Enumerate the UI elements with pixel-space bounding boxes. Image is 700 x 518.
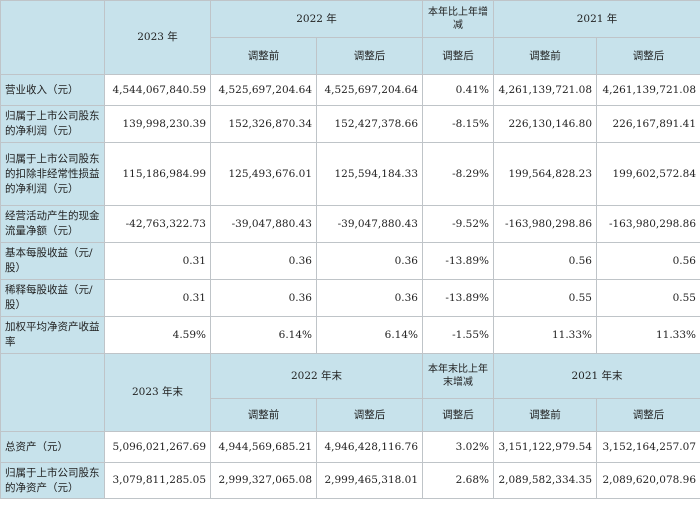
value-2023: 4,544,067,840.59 (104, 74, 211, 106)
value-2022-before: 125,493,676.01 (210, 142, 317, 206)
row-label: 归属于上市公司股东的扣除非经常性损益的净利润（元） (0, 142, 105, 206)
col-2022-header: 2022 年 (210, 0, 423, 38)
value-change: -13.89% (422, 242, 494, 280)
col-change-sub-header: 调整后 (422, 37, 494, 75)
value-2021-before: 2,089,582,334.35 (493, 462, 597, 499)
value-change: 3.02% (422, 431, 494, 463)
section2-header-row: 2023 年末 2022 年末 本年末比上年末增减 2021 年末 (0, 353, 700, 432)
value-change: -8.29% (422, 142, 494, 206)
value-2023: -42,763,322.73 (104, 205, 211, 243)
corner-cell-2 (0, 353, 105, 432)
value-change: 0.41% (422, 74, 494, 106)
value-2022-after: 0.36 (316, 242, 423, 280)
section1-subheader-row: 调整前 调整后 调整后 调整前 调整后 (1, 37, 700, 75)
value-change: -1.55% (422, 316, 494, 354)
col-2021-end-before-header: 调整前 (493, 398, 597, 432)
value-2021-before: 3,151,122,979.54 (493, 431, 597, 463)
value-2023: 5,096,021,267.69 (104, 431, 211, 463)
value-change: -9.52% (422, 205, 494, 243)
section1-header-row: 2023 年 2022 年 本年比上年增减 2021 年 (0, 0, 700, 75)
row-label: 基本每股收益（元/股） (0, 242, 105, 280)
value-2023: 0.31 (104, 279, 211, 317)
table-row: 稀释每股收益（元/股） 0.31 0.36 0.36 -13.89% 0.55 … (0, 279, 700, 317)
value-2021-after: 199,602,572.84 (596, 142, 700, 206)
col-2023-end-header: 2023 年末 (104, 353, 211, 432)
row-label: 归属于上市公司股东的净资产（元） (0, 462, 105, 499)
value-2021-before: 11.33% (493, 316, 597, 354)
value-2022-before: 2,999,327,065.08 (210, 462, 317, 499)
value-2021-after: 226,167,891.41 (596, 105, 700, 143)
value-2022-after: 4,946,428,116.76 (316, 431, 423, 463)
value-2021-before: 226,130,146.80 (493, 105, 597, 143)
value-2021-before: 199,564,828.23 (493, 142, 597, 206)
value-2022-after: 2,999,465,318.01 (316, 462, 423, 499)
row-label: 归属于上市公司股东的净利润（元） (0, 105, 105, 143)
col-2022-end-before-header: 调整前 (210, 398, 317, 432)
value-2022-before: 0.36 (210, 279, 317, 317)
value-2022-after: 6.14% (316, 316, 423, 354)
row-label: 经营活动产生的现金流量净额（元） (0, 205, 105, 243)
value-2022-before: 4,525,697,204.64 (210, 74, 317, 106)
value-2021-after: 11.33% (596, 316, 700, 354)
col-2022-end-after-header: 调整后 (316, 398, 423, 432)
col-change-end-sub-header: 调整后 (422, 398, 494, 432)
col-2023-header: 2023 年 (104, 0, 211, 75)
value-2022-before: 0.36 (210, 242, 317, 280)
value-2021-after: 0.56 (596, 242, 700, 280)
row-label: 稀释每股收益（元/股） (0, 279, 105, 317)
value-2023: 115,186,984.99 (104, 142, 211, 206)
value-2023: 4.59% (104, 316, 211, 354)
row-label: 加权平均净资产收益率 (0, 316, 105, 354)
value-2022-before: 4,944,569,685.21 (210, 431, 317, 463)
value-change: 2.68% (422, 462, 494, 499)
value-2023: 3,079,811,285.05 (104, 462, 211, 499)
table-row: 归属于上市公司股东的净资产（元） 3,079,811,285.05 2,999,… (0, 462, 700, 499)
section2-subheader-row: 调整前 调整后 调整后 调整前 调整后 (1, 398, 700, 432)
value-2021-after: 3,152,164,257.07 (596, 431, 700, 463)
value-2023: 139,998,230.39 (104, 105, 211, 143)
financial-table: 2023 年 2022 年 本年比上年增减 2021 年 调整前 调整后 调整后… (0, 0, 700, 499)
value-2021-after: 0.55 (596, 279, 700, 317)
col-2022-end-header: 2022 年末 (210, 353, 423, 399)
col-2021-header: 2021 年 (493, 0, 700, 38)
value-2022-after: -39,047,880.43 (316, 205, 423, 243)
col-2021-before-header: 调整前 (493, 37, 597, 75)
value-2021-after: -163,980,298.86 (596, 205, 700, 243)
col-2021-end-after-header: 调整后 (596, 398, 700, 432)
value-2022-after: 125,594,184.33 (316, 142, 423, 206)
table-row: 归属于上市公司股东的净利润（元） 139,998,230.39 152,326,… (0, 105, 700, 143)
value-2022-before: 6.14% (210, 316, 317, 354)
col-2022-before-header: 调整前 (210, 37, 317, 75)
table-row: 总资产（元） 5,096,021,267.69 4,944,569,685.21… (0, 431, 700, 463)
col-2022-after-header: 调整后 (316, 37, 423, 75)
value-2023: 0.31 (104, 242, 211, 280)
col-2021-after-header: 调整后 (596, 37, 700, 75)
value-2022-before: 152,326,870.34 (210, 105, 317, 143)
table-row: 基本每股收益（元/股） 0.31 0.36 0.36 -13.89% 0.56 … (0, 242, 700, 280)
row-label: 总资产（元） (0, 431, 105, 463)
value-change: -13.89% (422, 279, 494, 317)
table-row: 营业收入（元） 4,544,067,840.59 4,525,697,204.6… (0, 74, 700, 106)
value-2021-after: 4,261,139,721.08 (596, 74, 700, 106)
value-2021-after: 2,089,620,078.96 (596, 462, 700, 499)
corner-cell (0, 0, 105, 75)
table-row: 经营活动产生的现金流量净额（元） -42,763,322.73 -39,047,… (0, 205, 700, 243)
row-label: 营业收入（元） (0, 74, 105, 106)
value-2021-before: 0.56 (493, 242, 597, 280)
col-2021-end-header: 2021 年末 (493, 353, 700, 399)
col-change-end-header: 本年末比上年末增减 (422, 353, 494, 399)
table-row: 归属于上市公司股东的扣除非经常性损益的净利润（元） 115,186,984.99… (0, 142, 700, 206)
value-2022-before: -39,047,880.43 (210, 205, 317, 243)
table-row: 加权平均净资产收益率 4.59% 6.14% 6.14% -1.55% 11.3… (0, 316, 700, 354)
value-2021-before: 0.55 (493, 279, 597, 317)
value-2021-before: 4,261,139,721.08 (493, 74, 597, 106)
value-2022-after: 4,525,697,204.64 (316, 74, 423, 106)
value-2021-before: -163,980,298.86 (493, 205, 597, 243)
value-change: -8.15% (422, 105, 494, 143)
value-2022-after: 0.36 (316, 279, 423, 317)
col-change-header: 本年比上年增减 (422, 0, 494, 38)
value-2022-after: 152,427,378.66 (316, 105, 423, 143)
